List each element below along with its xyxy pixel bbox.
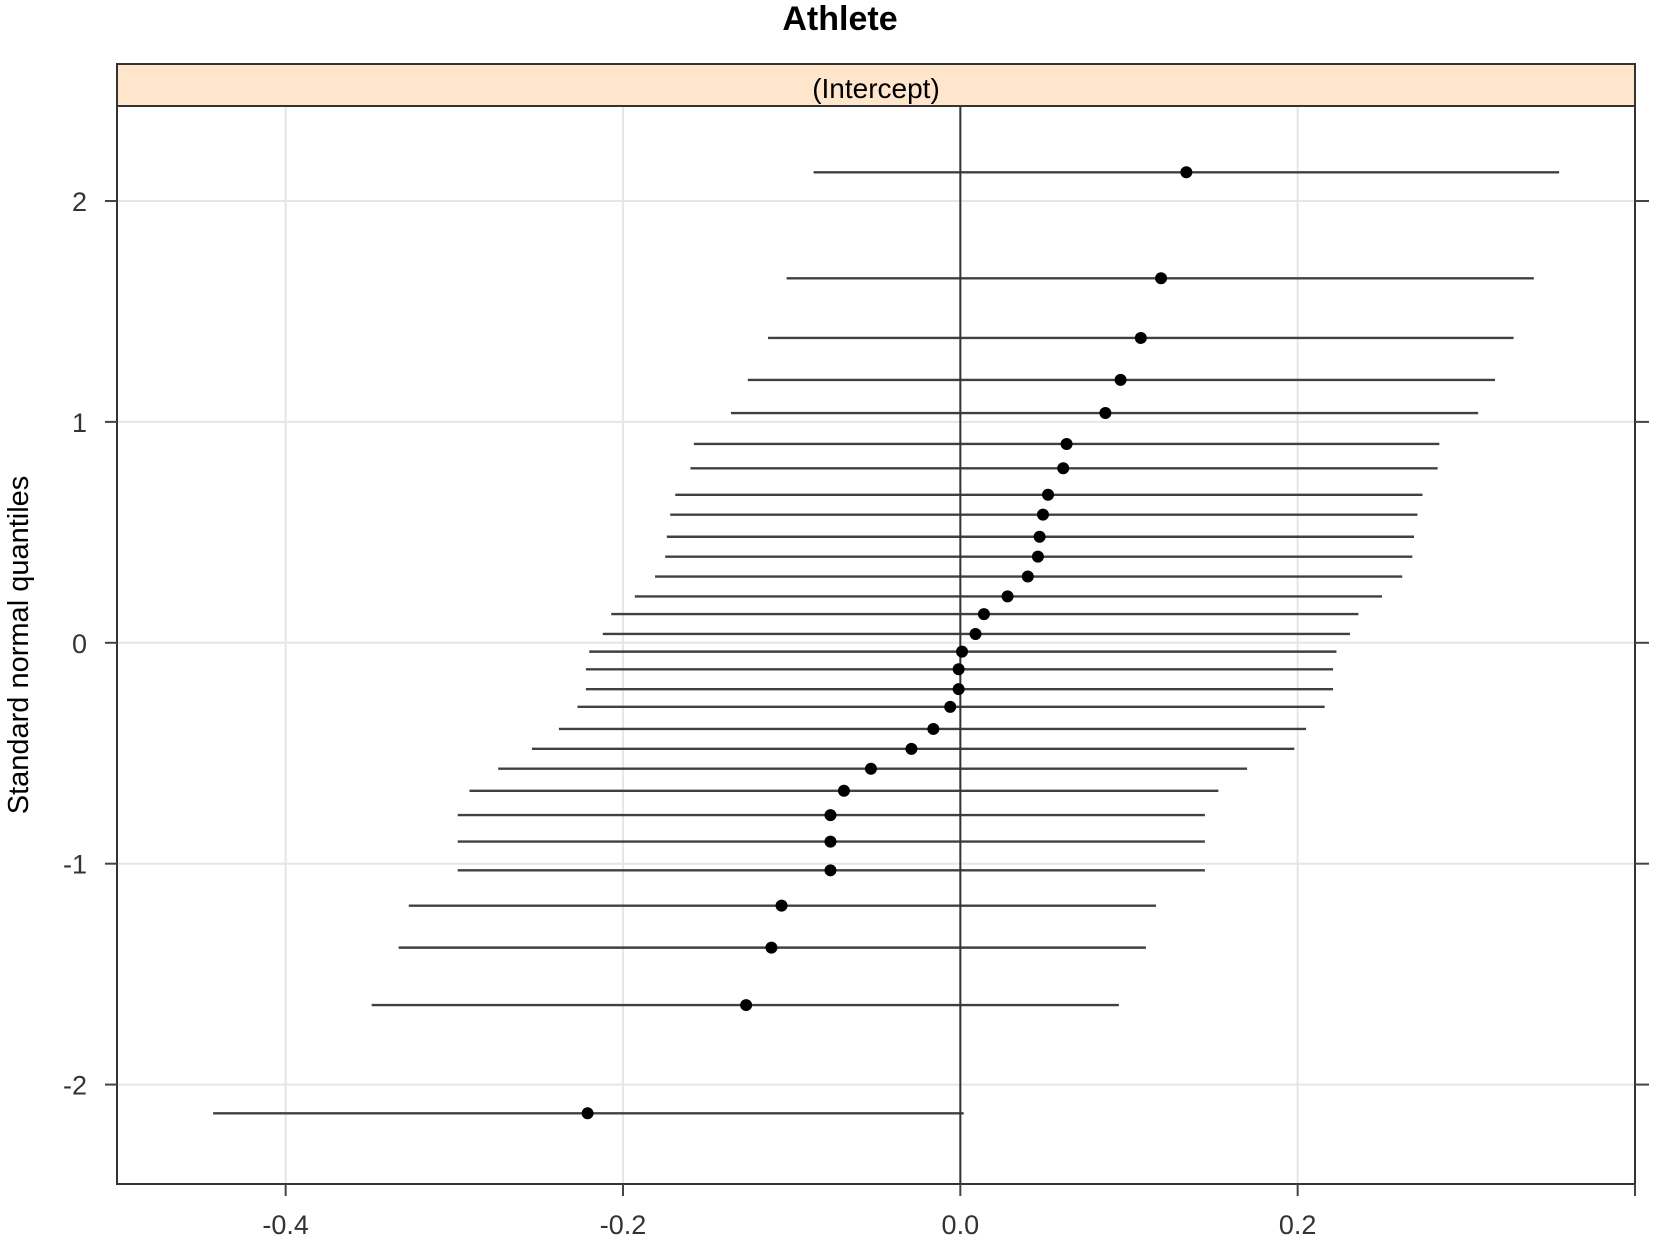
data-point [824,809,837,822]
data-point [824,835,837,848]
data-point [1036,508,1049,521]
y-tick-label: 1 [72,408,87,438]
chart-title: Athlete [782,0,897,38]
strip-label: (Intercept) [812,73,940,104]
data-point [837,784,850,797]
data-point [952,683,965,696]
strip-header [116,63,1636,107]
data-point [1033,530,1046,543]
panel-border [116,105,1636,1185]
data-point [1099,407,1112,420]
data-point [927,722,940,735]
y-tick-label: 2 [72,187,87,217]
data-point [1114,373,1127,386]
axes: -0.4 -0.2 0.0 0.2 -2 -1 0 1 2 [63,187,1649,1240]
data-point [1021,570,1034,583]
y-tick-label: -2 [63,1071,87,1101]
data-point [1180,166,1193,179]
data-point [1155,272,1168,285]
x-tick-label: -0.2 [600,1210,647,1240]
data-point [864,762,877,775]
data-point [1057,462,1070,475]
data-point [977,608,990,621]
data-point [969,627,982,640]
data-point [1031,550,1044,563]
data-point [952,663,965,676]
data-point [1042,488,1055,501]
x-tick-label: -0.4 [262,1210,309,1240]
data-point [824,864,837,877]
data-points [581,166,1193,1120]
data-point [765,941,778,954]
data-point [1001,590,1014,603]
y-tick-label: -1 [63,850,87,880]
data-point [740,999,753,1012]
data-point [944,700,957,713]
data-point [775,899,788,912]
data-point [581,1107,594,1120]
y-tick-label: 0 [72,629,87,659]
data-point [956,645,969,658]
x-tick-label: 0.2 [1279,1210,1317,1240]
y-axis-label: Standard normal quantiles [3,476,35,815]
data-point [1134,331,1147,344]
grid-lines [117,106,1635,1184]
data-point [1060,437,1073,450]
x-tick-label: 0.0 [942,1210,980,1240]
data-point [905,742,918,755]
